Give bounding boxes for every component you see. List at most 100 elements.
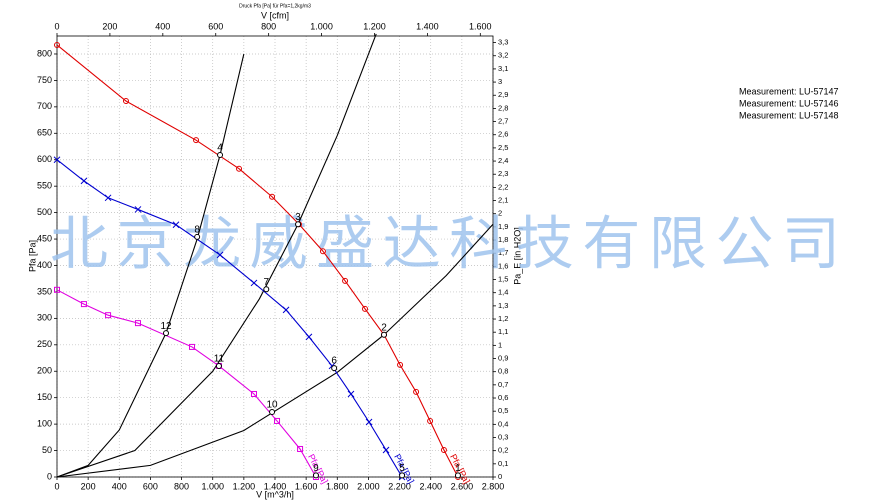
marker [342,277,349,284]
y2-tick-label: 1,3 [498,301,508,310]
y-tick-label: 200 [37,366,52,376]
legend-entry: Measurement: LU-57147 [739,86,839,96]
marker [53,156,61,164]
marker [134,320,141,327]
x2-tick-label: 1.400 [416,21,439,31]
y2-tick-label: 2,1 [498,196,508,205]
x2-tick-label: 600 [208,21,223,31]
y2-axis-label: Pa_E [in H2O] [512,227,522,285]
y2-tick-label: 2,9 [498,90,508,99]
fan-curve [56,289,317,478]
y2-tick-label: 2,3 [498,169,508,178]
x2-tick-label: 0 [54,21,59,31]
fan-curve [56,159,403,478]
marker [122,98,129,105]
operating-point-label: 10 [266,400,278,411]
y-tick-label: 650 [37,128,52,138]
marker [236,165,243,172]
y2-tick-label: 0,3 [498,432,508,441]
operating-point [312,472,319,479]
y-tick-label: 400 [37,260,52,270]
marker [413,388,420,395]
y2-tick-label: 1,7 [498,248,508,257]
y-tick-label: 450 [37,233,52,243]
y-tick-label: 600 [37,154,52,164]
y-tick-label: 800 [37,48,52,58]
operating-point-label: 2 [381,322,387,333]
y2-tick-label: 0,2 [498,446,508,455]
x-tick-label: 1.800 [326,481,349,491]
y2-tick-label: 1,1 [498,327,508,336]
y2-tick-label: 2 [498,209,502,218]
y-tick-label: 50 [42,445,52,455]
y2-tick-label: 1 [498,340,502,349]
operating-point-label: 7 [263,277,269,288]
y2-tick-label: 2,8 [498,103,508,112]
operating-point-label: 12 [160,321,172,332]
y2-tick-label: 1,2 [498,314,508,323]
operating-point-label: 1 [455,463,461,474]
marker [54,41,60,48]
marker [250,390,257,397]
marker [172,221,180,229]
y2-tick-label: 1,9 [498,222,508,231]
marker [105,312,112,319]
y2-tick-label: 0,9 [498,354,508,363]
x2-tick-label: 200 [102,21,117,31]
y-tick-label: 500 [37,207,52,217]
marker [305,333,313,341]
operating-point [263,286,270,293]
marker [189,343,196,350]
operating-point-label: 3 [295,212,301,223]
operating-point [163,330,169,337]
y2-tick-label: 2,4 [498,156,508,165]
marker [347,390,355,398]
y2-tick-label: 3,1 [498,64,508,73]
plot-frame [56,35,494,478]
x-tick-label: 1.600 [295,481,318,491]
x-tick-label: 1.400 [264,481,287,491]
x2-tick-label: 1.200 [363,21,386,31]
x-tick-label: 1.000 [201,481,224,491]
operating-point-label: 11 [214,354,225,365]
legend-entry: Measurement: LU-57148 [739,110,839,120]
operating-point [217,151,224,158]
x-axis-label: V [m^3/h] [256,489,294,499]
marker [297,445,304,452]
x2-axis-label: V [cfm] [261,10,289,20]
x2-tick-label: 800 [261,21,276,31]
y2-tick-label: 0,7 [498,380,508,389]
y2-tick-label: 3 [498,77,502,86]
y2-tick-label: 3,2 [498,51,508,60]
x-tick-label: 600 [143,481,158,491]
y2-tick-label: 2,2 [498,182,508,191]
y-tick-label: 250 [37,339,52,349]
marker [282,306,290,314]
y2-tick-label: 0 [498,472,502,481]
operating-point [269,408,276,415]
y-axis-label: Pfa [Pa] [27,240,37,272]
x2-tick-label: 400 [155,21,170,31]
x-tick-label: 1.200 [233,481,256,491]
operating-point [331,365,338,372]
x-tick-label: 2.800 [482,481,505,491]
operating-point [295,221,302,228]
y-tick-label: 550 [37,181,52,191]
operating-point [454,472,461,479]
system-curve [56,33,377,478]
y2-tick-label: 1,6 [498,261,508,270]
y2-tick-label: 2,6 [498,130,508,139]
x2-tick-label: 1.000 [310,21,333,31]
y-tick-label: 350 [37,286,52,296]
x-tick-label: 800 [174,481,189,491]
watermark: 北京龙威盛达科技有限公司 [50,211,840,276]
x-tick-label: 400 [112,481,127,491]
operating-point-label: 9 [313,463,319,474]
y-tick-label: 700 [37,101,52,111]
y2-tick-label: 0,6 [498,393,508,402]
x-tick-label: 2.400 [419,481,442,491]
y2-tick-label: 1,4 [498,288,508,297]
operating-point [215,362,222,369]
marker [440,447,447,454]
x-tick-label: 200 [81,481,96,491]
